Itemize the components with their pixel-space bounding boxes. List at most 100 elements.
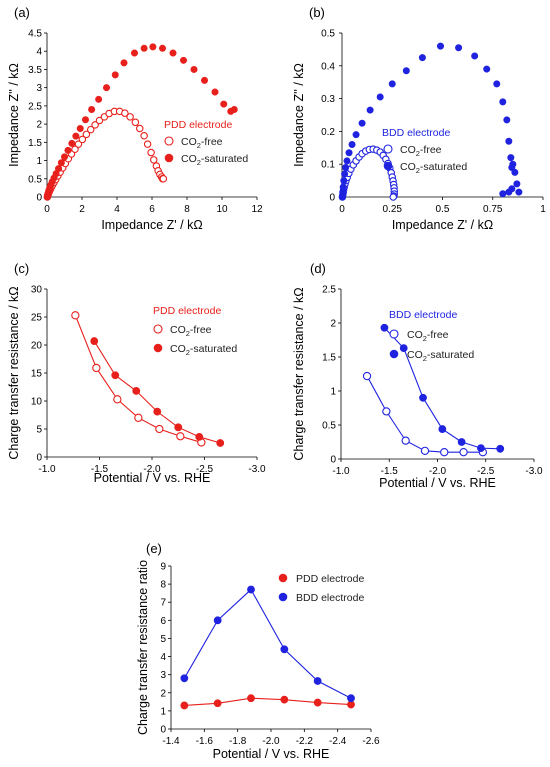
data-point	[358, 119, 366, 127]
data-point	[140, 44, 148, 52]
data-point	[402, 67, 410, 75]
data-point	[513, 180, 521, 188]
legend-entry: CO2-saturated	[170, 343, 237, 357]
chart-panel-1: (a) 0 0.5 1 1.5 2 2.5 3 3.5 4 4.5 0 2 4 6 8 10 12 Impedanc…	[7, 5, 263, 232]
data-point	[120, 59, 128, 67]
data-point	[419, 393, 427, 402]
y-tick-label: 30	[31, 285, 43, 296]
data-point	[72, 132, 80, 140]
y-tick-label: 0	[160, 725, 166, 736]
x-tick-label: -1.5	[381, 466, 399, 477]
x-tick-label: 0.25	[383, 204, 403, 215]
legend-marker	[164, 136, 174, 146]
data-point	[159, 175, 168, 183]
legend-marker	[383, 161, 393, 171]
y-tick-label: 20	[31, 341, 43, 352]
data-point	[149, 43, 157, 51]
data-point	[71, 311, 80, 320]
x-tick-label: 0.5	[436, 204, 450, 215]
legend-entry: CO2-free	[407, 329, 449, 343]
y-tick-label: 1	[160, 706, 166, 717]
x-tick-label: -3.0	[525, 466, 543, 477]
data-point	[131, 118, 140, 127]
data-point	[169, 49, 177, 57]
data-point	[57, 159, 65, 167]
y-tick-label: 0	[329, 193, 335, 204]
legend-marker	[278, 592, 288, 602]
data-point	[477, 444, 485, 453]
data-point	[382, 407, 391, 416]
x-axis-label: Potential / V vs. RHE	[94, 471, 211, 485]
data-point	[134, 413, 143, 422]
data-point	[511, 168, 519, 176]
x-tick-label: -1.5	[91, 464, 109, 475]
x-tick-label: -1.8	[229, 736, 247, 747]
data-point	[150, 156, 158, 164]
data-point	[496, 444, 505, 453]
y-tick-label: 2.5	[28, 101, 42, 112]
y-tick-label: 0	[36, 193, 42, 204]
legend-title: BDD electrode	[389, 309, 457, 321]
data-point	[505, 137, 513, 145]
legend-marker	[164, 153, 174, 163]
y-tick-label: 0	[330, 455, 336, 466]
legend-marker	[153, 324, 163, 334]
series-2	[380, 323, 505, 453]
data-point	[88, 106, 96, 114]
data-point	[389, 193, 398, 201]
y-tick-label: 3	[36, 83, 42, 94]
x-tick-label: -3.0	[248, 464, 266, 475]
data-point	[340, 177, 348, 185]
x-tick-label: 0	[44, 204, 50, 215]
data-point	[509, 160, 517, 168]
data-point	[341, 170, 349, 178]
y-tick-label: 0	[36, 453, 42, 464]
y-tick-label: 4	[36, 47, 42, 58]
data-point	[111, 71, 119, 79]
series-line	[183, 588, 352, 699]
y-tick-label: 2.5	[322, 285, 336, 296]
data-point	[457, 438, 466, 446]
series-1	[362, 371, 488, 457]
x-axis-label: Potential / V vs. RHE	[379, 476, 496, 490]
data-point	[87, 125, 95, 134]
y-tick-label: 9	[160, 562, 166, 573]
data-point	[143, 140, 152, 148]
data-point	[174, 423, 183, 432]
x-tick-label: -2.0	[143, 464, 161, 475]
panel-label: (a)	[14, 5, 30, 20]
x-tick-label: 0	[339, 204, 345, 215]
x-tick-label: -1.0	[38, 464, 56, 475]
legend-marker	[278, 573, 288, 583]
data-point	[95, 95, 103, 103]
data-point	[71, 145, 79, 154]
data-point	[380, 323, 389, 332]
x-tick-label: -2.6	[362, 736, 380, 747]
data-point	[103, 84, 111, 92]
y-tick-label: 5	[36, 425, 42, 436]
y-tick-label: 4	[160, 652, 166, 663]
data-point	[180, 701, 189, 710]
y-tick-label: 4.5	[28, 29, 42, 40]
data-point	[90, 337, 99, 345]
data-point	[78, 135, 87, 144]
data-point	[343, 157, 351, 165]
data-point	[213, 616, 222, 625]
y-axis-label: Charge transfer resistance / kΩ	[292, 287, 306, 460]
data-point	[113, 395, 122, 404]
chart-panel-3: (c) 0 5 10 15 20 25 30 -1.0 -1.5 -2.0 -2.5 -3.0 Poten…	[7, 261, 266, 485]
y-tick-label: 0.1	[321, 160, 335, 171]
data-point	[388, 80, 396, 88]
panel-label: (d)	[310, 261, 326, 276]
y-tick-label: 6	[160, 616, 166, 627]
data-point	[176, 432, 185, 441]
y-tick-label: 15	[31, 369, 43, 380]
legend-entry: CO2-free	[181, 136, 223, 150]
data-point	[436, 42, 444, 50]
legend-entry: CO2-saturated	[407, 349, 474, 363]
x-axis-label: Potential / V vs. RHE	[213, 747, 330, 761]
data-point	[499, 98, 507, 106]
data-point	[366, 106, 374, 114]
y-axis-label: Charge transfer resistance ratio	[136, 560, 150, 735]
